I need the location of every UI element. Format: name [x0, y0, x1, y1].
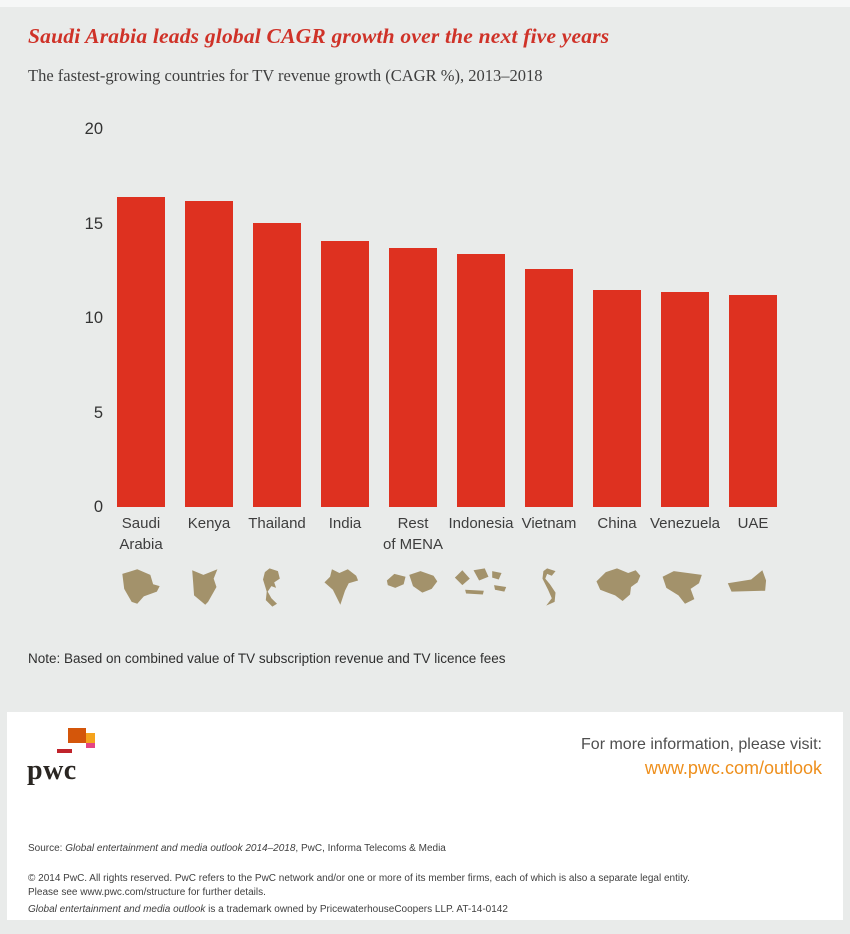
country-label-kenya: Kenya	[188, 513, 231, 534]
country-label-line: China	[597, 515, 637, 532]
bar-saudi-arabia	[117, 197, 165, 507]
pwc-logo-block-main-icon	[68, 728, 86, 743]
bar-india	[321, 241, 369, 507]
pwc-logo-block-red-icon	[57, 749, 72, 753]
country-map-icons	[0, 566, 850, 612]
country-label-line: Indonesia	[448, 515, 514, 532]
more-info-block: For more information, please visit: www.…	[581, 734, 822, 780]
more-info-label: For more information, please visit:	[581, 736, 822, 753]
plot-area	[117, 129, 777, 507]
chart-note: Note: Based on combined value of TV subs…	[28, 651, 506, 666]
source-suffix: , PwC, Informa Telecoms & Media	[295, 843, 446, 854]
country-label-line: Kenya	[187, 515, 231, 532]
kenya-map-icon	[181, 566, 237, 608]
source-line: Source: Global entertainment and media o…	[28, 842, 446, 856]
country-label-india: India	[329, 513, 362, 534]
vietnam-map-icon	[521, 566, 577, 608]
cagr-bar-chart: 0 5 10 15 20	[0, 120, 850, 516]
uae-map-icon	[725, 566, 781, 608]
copyright-text: © 2014 PwC. All rights reserved. PwC ref…	[28, 873, 690, 898]
bar-kenya	[185, 201, 233, 507]
india-map-icon	[317, 566, 373, 608]
country-label-line: Thailand	[248, 515, 306, 532]
indonesia-map-icon	[453, 566, 509, 608]
country-label-line: India	[328, 515, 362, 532]
y-axis: 0 5 10 15 20	[0, 120, 103, 516]
footer-panel: pwc For more information, please visit: …	[7, 712, 843, 920]
country-label-uae: UAE	[738, 513, 769, 534]
country-label-line: Vietnam	[521, 515, 577, 532]
country-label-line: Saudi	[121, 515, 161, 532]
country-label-line: Arabia	[119, 536, 163, 553]
x-axis-labels: Saudi Arabia Kenya Thailand India Rest of MENA…	[0, 513, 850, 563]
page-title: Saudi Arabia leads global CAGR growth ov…	[28, 24, 610, 48]
country-label-rest-of-mena: Rest of MENA	[383, 513, 443, 555]
country-label-line: UAE	[737, 515, 769, 532]
venezuela-map-icon	[657, 566, 713, 608]
bar-thailand	[253, 223, 301, 507]
bar-venezuela	[661, 292, 709, 507]
pwc-logo-block-pink-icon	[86, 743, 95, 748]
country-label-line: Venezuela	[649, 515, 721, 532]
pwc-logo: pwc	[21, 724, 121, 794]
saudi-arabia-map-icon	[113, 566, 169, 608]
country-label-thailand: Thailand	[248, 513, 306, 534]
pwc-wordmark: pwc	[27, 755, 77, 786]
y-axis-tick-15: 15	[84, 214, 103, 233]
china-map-icon	[589, 566, 645, 608]
trademark-title-italic: Global entertainment and media outlook	[28, 904, 206, 915]
bar-uae	[729, 295, 777, 507]
country-label-saudi-arabia: Saudi Arabia	[119, 513, 162, 555]
country-label-indonesia: Indonesia	[448, 513, 513, 534]
rest-of-mena-map-icon	[385, 566, 441, 608]
source-prefix: Source:	[28, 843, 66, 854]
bar-indonesia	[457, 254, 505, 507]
country-label-china: China	[597, 513, 636, 534]
country-label-line: Rest	[397, 515, 429, 532]
bar-rest-of-mena	[389, 248, 437, 507]
top-edge-strip	[0, 0, 850, 7]
thailand-map-icon	[249, 566, 305, 608]
bar-china	[593, 290, 641, 507]
outlook-link[interactable]: www.pwc.com/outlook	[644, 758, 822, 778]
bar-vietnam	[525, 269, 573, 507]
trademark-line: Global entertainment and media outlook i…	[28, 903, 508, 917]
y-axis-tick-10: 10	[84, 309, 103, 327]
page-subtitle: The fastest-growing countries for TV rev…	[28, 66, 543, 85]
country-label-venezuela: Venezuela	[650, 513, 720, 534]
country-label-vietnam: Vietnam	[522, 513, 577, 534]
trademark-suffix: is a trademark owned by PricewaterhouseC…	[205, 904, 508, 915]
country-label-line: of MENA	[382, 536, 444, 553]
source-title-italic: Global entertainment and media outlook 2…	[65, 843, 296, 854]
y-axis-tick-20: 20	[84, 120, 103, 138]
y-axis-tick-5: 5	[93, 403, 103, 422]
pwc-logo-block-yellow-icon	[86, 733, 95, 743]
y-axis-tick-0: 0	[93, 498, 103, 516]
